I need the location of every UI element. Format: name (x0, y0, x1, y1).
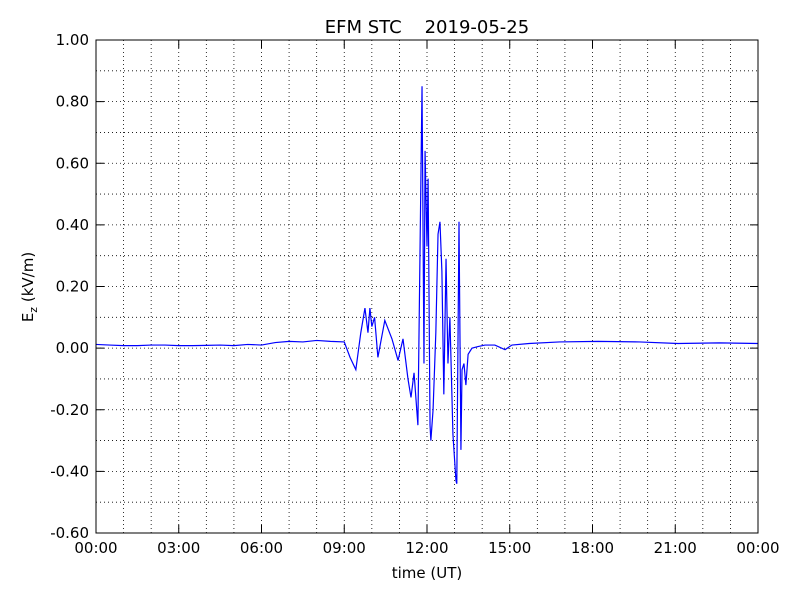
x-tick-label: 12:00 (405, 539, 448, 557)
y-axis-label: Ez (kV/m) (19, 252, 40, 322)
x-tick-label: 00:00 (736, 539, 779, 557)
x-tick-label: 03:00 (157, 539, 200, 557)
x-tick-label: 00:00 (74, 539, 117, 557)
y-label-sub: z (27, 307, 40, 313)
y-tick-label: 0.40 (56, 216, 89, 234)
chart-title: EFM STC 2019-05-25 (325, 17, 529, 38)
x-tick-label: 21:00 (654, 539, 697, 557)
y-tick-label: 1.00 (56, 31, 89, 49)
x-axis-label: time (UT) (392, 564, 463, 582)
y-label-base: E (19, 313, 37, 322)
y-label-unit: (kV/m) (19, 252, 37, 307)
data-line (95, 86, 759, 484)
y-tick-label: 0.00 (56, 339, 89, 357)
y-tick-label: -0.20 (50, 401, 89, 419)
y-tick-label: 0.80 (56, 93, 89, 111)
x-tick-label: 15:00 (488, 539, 531, 557)
y-tick-label: -0.60 (50, 524, 89, 542)
y-tick-label: 0.60 (56, 154, 89, 172)
plot-frame (95, 39, 759, 534)
y-tick-label: -0.40 (50, 462, 89, 480)
x-tick-label: 18:00 (571, 539, 614, 557)
x-tick-label: 06:00 (240, 539, 283, 557)
y-tick-label: 0.20 (56, 278, 89, 296)
x-tick-label: 09:00 (323, 539, 366, 557)
